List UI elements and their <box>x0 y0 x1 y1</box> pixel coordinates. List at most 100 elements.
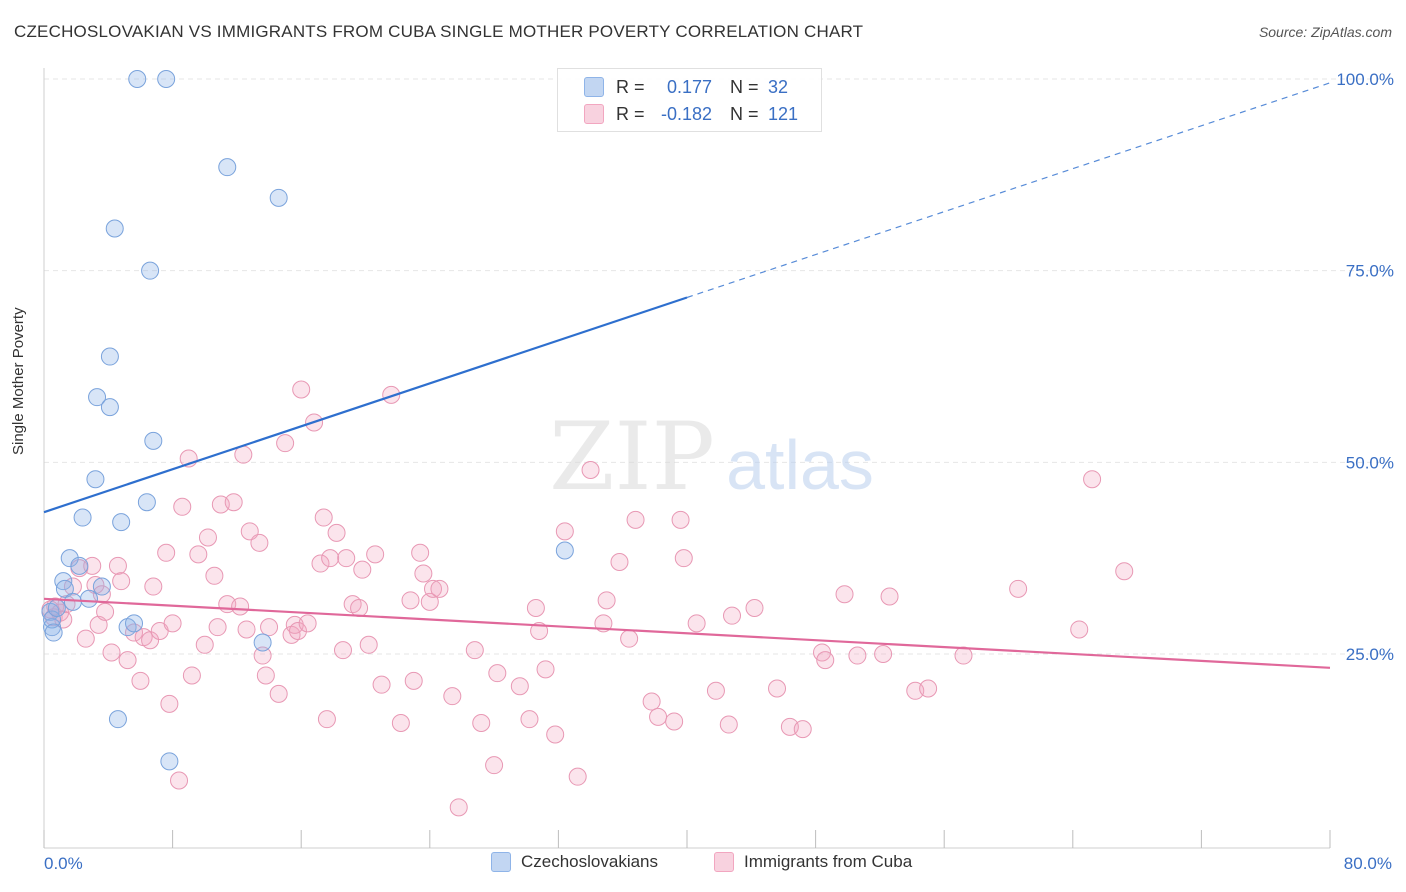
czechoslovakian-point <box>88 388 107 407</box>
cuba-point <box>237 620 256 639</box>
cuba-point <box>874 645 893 663</box>
cuba-point <box>170 771 189 790</box>
cuba-point <box>250 533 269 552</box>
cuba-point <box>536 660 555 679</box>
cuba-point <box>321 549 340 568</box>
stats-swatch-pink <box>584 104 604 124</box>
czechoslovakian-point <box>55 579 74 598</box>
legend-swatch-blue <box>491 852 511 872</box>
cuba-point <box>288 622 307 640</box>
cuba-point <box>253 646 272 665</box>
czechoslovakian-point <box>63 592 82 611</box>
czechoslovakian-point <box>125 614 144 633</box>
czechoslovakian-point <box>92 577 111 596</box>
cuba-point <box>642 692 661 711</box>
czechoslovakian-point <box>160 752 179 771</box>
czechoslovakian-point <box>47 599 66 617</box>
cuba-point <box>311 554 330 573</box>
cuba-point <box>674 549 693 568</box>
cuba-point <box>430 579 449 598</box>
czechoslovakian-point <box>70 556 89 575</box>
cuba-point <box>649 707 668 726</box>
legend-item-czechoslovakians[interactable]: Czechoslovakians <box>491 852 658 872</box>
czechoslovakian-point <box>80 589 99 608</box>
cuba-point <box>372 675 391 694</box>
cuba-point <box>1009 579 1028 598</box>
cuba-point <box>520 710 539 729</box>
cuba-point <box>366 545 385 564</box>
czechoslovakian-point <box>43 610 62 629</box>
cuba-point <box>382 385 401 404</box>
czechoslovakian-points <box>41 70 574 771</box>
cuba-point <box>687 614 706 633</box>
cuba-point <box>768 679 787 698</box>
czechoslovakian-point <box>141 261 160 280</box>
cuba-point <box>276 434 295 453</box>
cuba-point <box>568 767 587 786</box>
stats-n-value: 32 <box>768 76 789 97</box>
cuba-point <box>546 725 565 744</box>
cuba-point <box>144 577 163 596</box>
czechoslovakian-trend-extension <box>686 82 1331 299</box>
axes <box>43 68 1331 849</box>
czechoslovakian-point <box>73 508 92 527</box>
watermark-atlas: atlas <box>726 426 874 504</box>
cuba-point <box>112 572 131 591</box>
cuba-point <box>1115 562 1134 581</box>
cuba-point <box>719 715 738 734</box>
cuba-point <box>208 618 227 637</box>
x-tick-label: 80.0% <box>1344 854 1392 873</box>
cuba-trend-line <box>43 597 1331 669</box>
cuba-point <box>465 641 484 660</box>
cuba-point <box>269 684 288 703</box>
y-tick-label: 25.0% <box>1346 645 1394 664</box>
cuba-point <box>96 602 115 621</box>
cuba-point <box>919 679 938 698</box>
legend-item-cuba[interactable]: Immigrants from Cuba <box>714 852 912 872</box>
x-tick-label: 0.0% <box>44 854 83 873</box>
stats-n-label: N = <box>730 76 759 97</box>
czechoslovakian-point <box>44 623 63 642</box>
cuba-point <box>610 553 629 571</box>
cuba-point <box>954 646 973 665</box>
cuba-point <box>205 566 224 585</box>
czechoslovakian-trend-line <box>43 296 688 514</box>
cuba-point <box>131 671 150 690</box>
czechoslovakian-point <box>218 158 237 177</box>
cuba-point <box>626 510 645 529</box>
cuba-point <box>102 643 121 662</box>
cuba-point <box>198 528 217 547</box>
stats-row-czechoslovakians: R = 0.177 N = 32 <box>558 74 821 100</box>
czechoslovakian-point <box>269 188 288 207</box>
legend-swatch-pink <box>714 852 734 872</box>
cuba-point <box>414 564 433 583</box>
y-tick-label: 75.0% <box>1346 262 1394 281</box>
cuba-point <box>157 543 176 562</box>
tick-labels: 25.0% 50.0% 75.0% 100.0% 0.0% 80.0% <box>44 70 1394 873</box>
cuba-point <box>173 497 192 516</box>
czechoslovakian-point <box>128 70 147 88</box>
trend-lines <box>43 82 1331 669</box>
cuba-point <box>118 651 137 670</box>
cuba-point <box>1083 470 1102 489</box>
czechoslovakian-point <box>100 398 119 417</box>
cuba-point <box>76 629 95 648</box>
cuba-point <box>745 599 764 617</box>
cuba-point <box>317 710 336 729</box>
cuba-point <box>555 522 574 541</box>
czechoslovakian-point <box>105 219 124 238</box>
cuba-point <box>723 606 742 625</box>
cuba-point <box>485 756 504 775</box>
czechoslovakian-point <box>86 470 105 489</box>
cuba-point <box>260 618 279 637</box>
cuba-point <box>160 694 179 713</box>
watermark-zip: ZIP <box>549 403 715 512</box>
chart-title: CZECHOSLOVAKIAN VS IMMIGRANTS FROM CUBA … <box>14 22 864 41</box>
stats-r-label: R = <box>616 76 645 97</box>
cuba-point <box>256 666 275 685</box>
cuba-point <box>391 714 410 732</box>
stats-n-value: 121 <box>768 103 799 124</box>
cuba-point <box>337 549 356 568</box>
cuba-point <box>314 508 333 527</box>
cuba-point <box>298 614 317 633</box>
